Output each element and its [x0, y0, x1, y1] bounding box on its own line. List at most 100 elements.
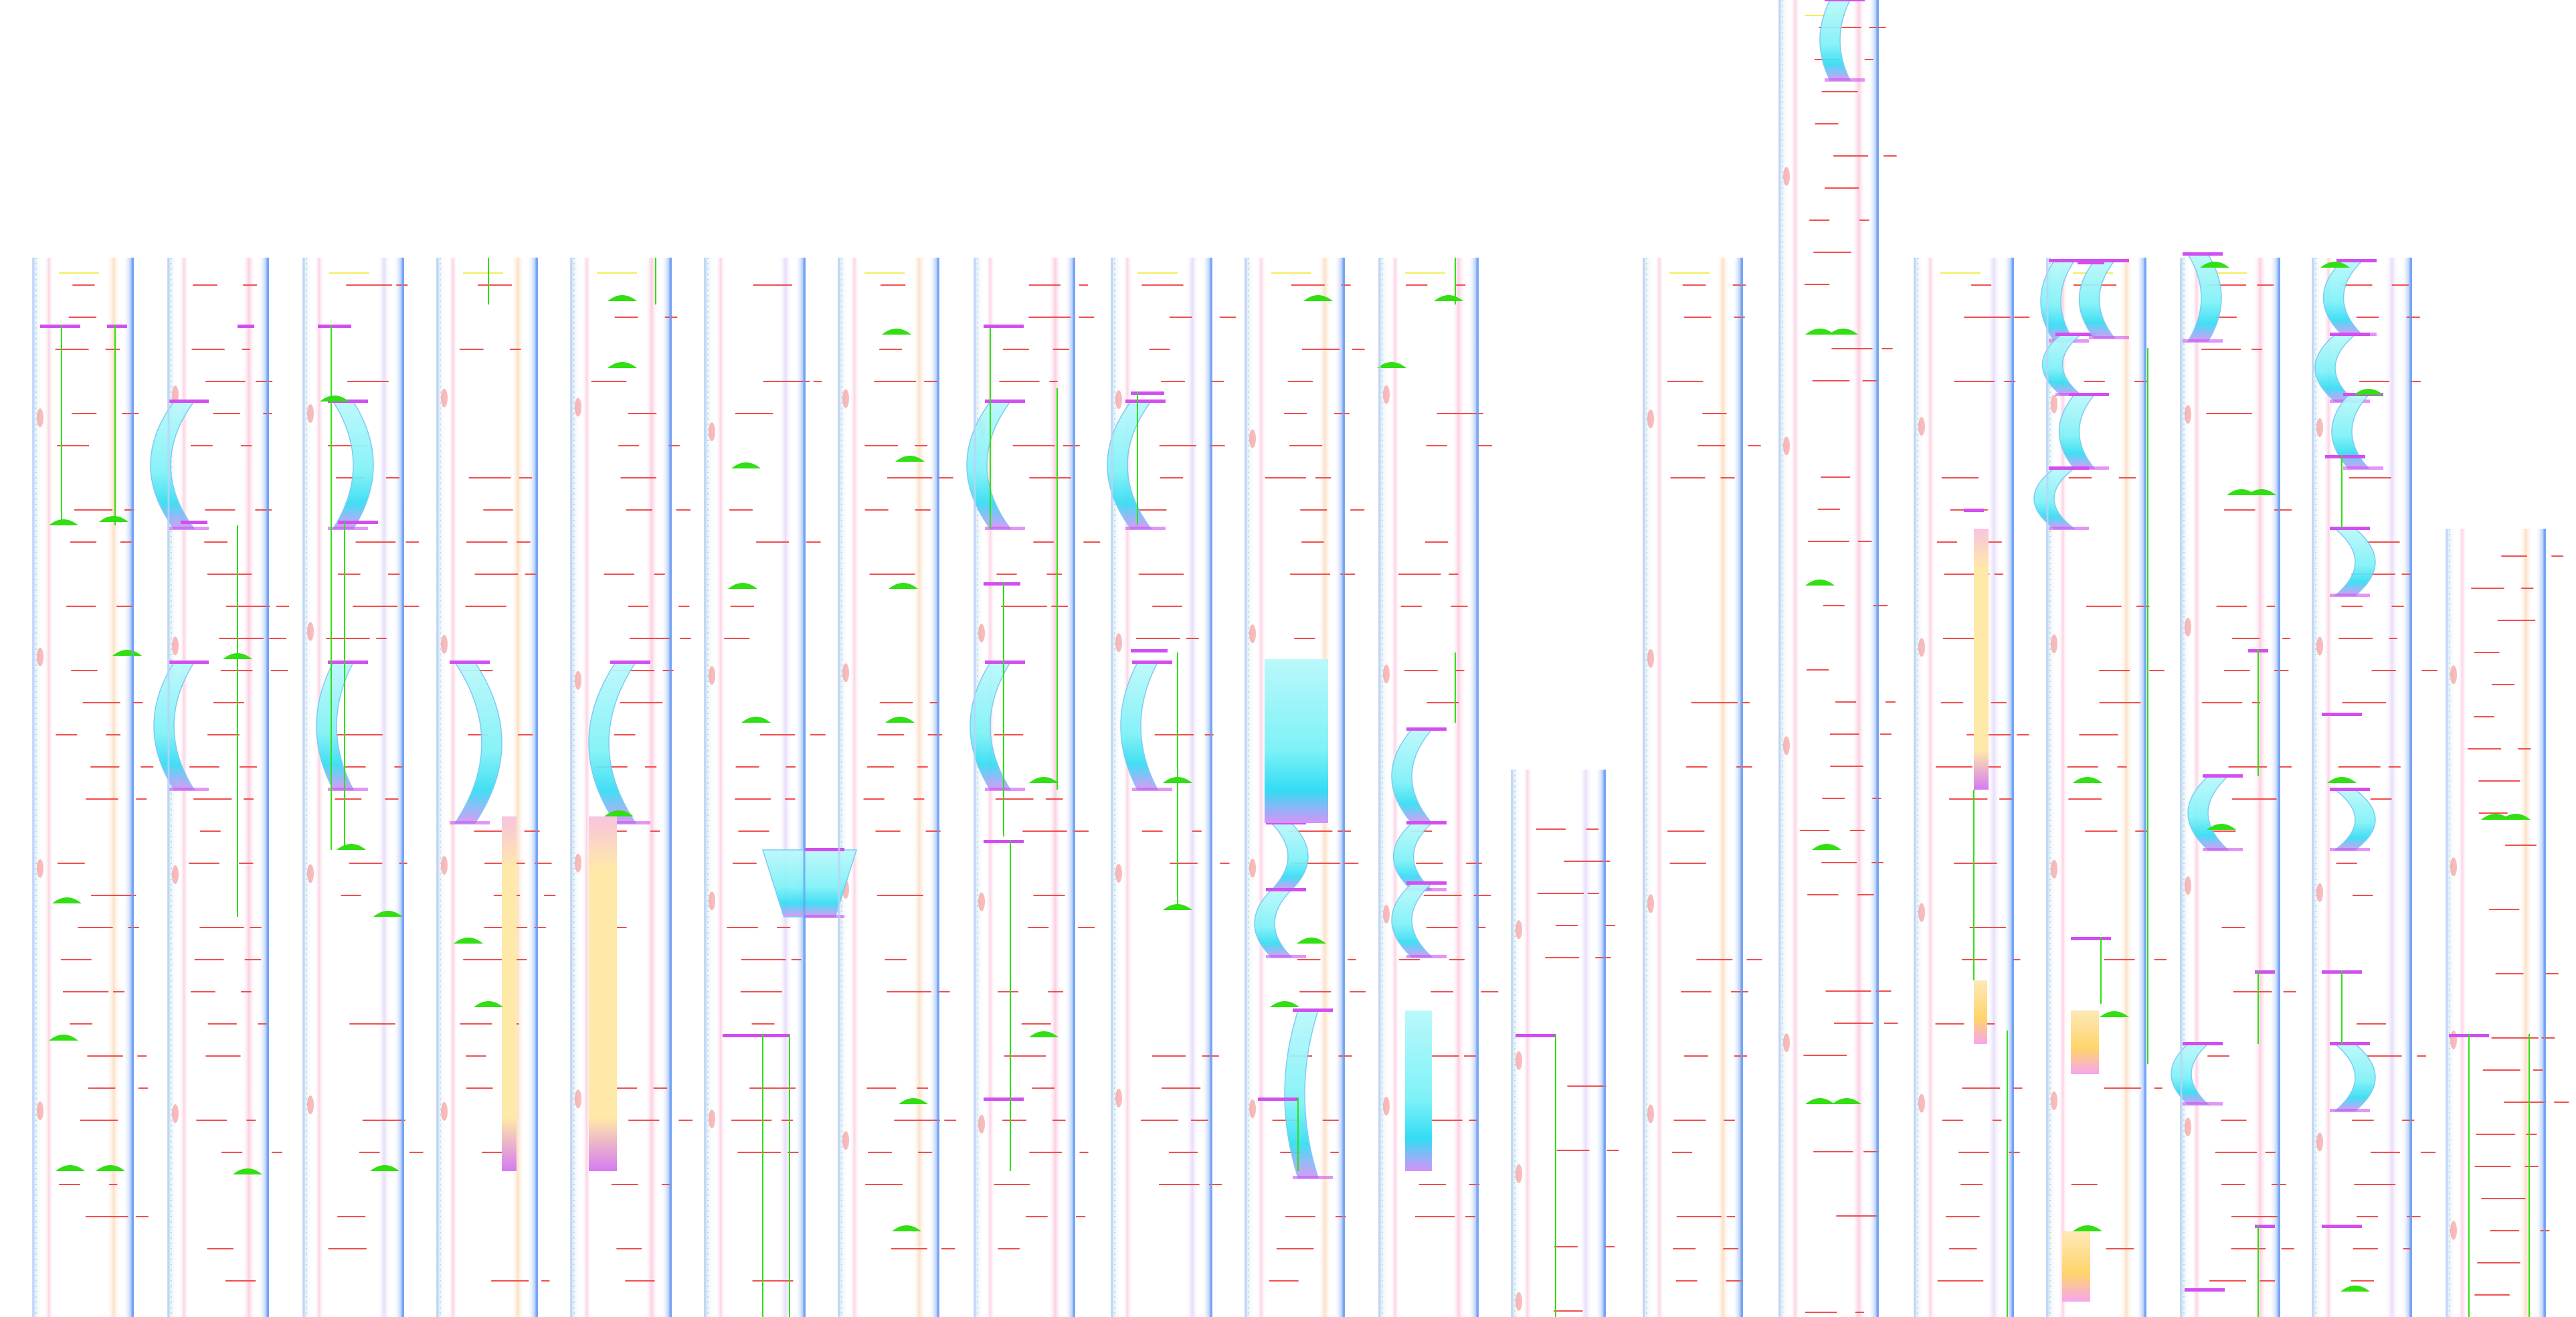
feature-label-mark [2067, 766, 2098, 768]
feature-label-mark [1344, 863, 1359, 864]
header-mark [59, 272, 99, 274]
feature-label-mark [207, 574, 252, 575]
edge-blob [2450, 1030, 2457, 1049]
peak-marker [112, 650, 142, 656]
feature-marker [2078, 261, 2104, 264]
feature-label-mark [1734, 317, 1745, 318]
feature-label-mark [917, 1087, 929, 1089]
feature-label-mark [727, 927, 758, 928]
peak-marker [1163, 777, 1192, 783]
peak-marker [1434, 295, 1463, 301]
edge-blob [2185, 876, 2191, 895]
feature-label-mark [1684, 1055, 1708, 1057]
feature-label-mark [611, 1184, 638, 1185]
feature-label-mark [1946, 1216, 1980, 1217]
lane-7 [838, 258, 957, 1317]
feature-label-mark [353, 606, 398, 607]
feature-label-mark [106, 734, 120, 735]
feature-label-mark [1076, 1216, 1086, 1217]
peak-marker [1029, 1031, 1059, 1037]
feature-marker [2255, 1225, 2275, 1228]
feature-label-mark [1350, 509, 1365, 511]
feature-label-mark [2266, 606, 2276, 607]
peak-marker [604, 810, 634, 816]
arc-top-bar [985, 400, 1025, 403]
edge-blob [1249, 624, 1256, 644]
feature-label-mark [2349, 477, 2391, 478]
edge-blob [1249, 429, 1256, 448]
feature-label-mark [1168, 1152, 1198, 1153]
edge-blob [441, 1102, 448, 1121]
lane-right-edge [1334, 258, 1345, 1317]
feature-label-mark [1954, 381, 1995, 382]
peak-marker [49, 519, 78, 525]
feature-label-mark [2221, 927, 2245, 928]
feature-label-mark [810, 734, 826, 735]
lane-inner-band [1852, 0, 1865, 1317]
feature-label-mark [869, 574, 915, 575]
feature-label-mark [327, 445, 367, 446]
feature-label-mark [74, 509, 112, 511]
feature-label-mark [91, 895, 136, 896]
feature-label-mark [678, 606, 690, 607]
feature-label-mark [2336, 863, 2357, 864]
feature-label-mark [2228, 766, 2267, 768]
feature-label-mark [1427, 702, 1459, 703]
feature-label-mark [90, 766, 120, 768]
feature-label-mark [205, 1055, 241, 1057]
arc-bottom-bar [450, 821, 490, 824]
edge-blob [575, 853, 581, 873]
feature-label-mark [1813, 1151, 1853, 1152]
lane-left-edge [1778, 0, 1789, 1317]
feature-label-mark [753, 284, 792, 286]
feature-label-mark [243, 284, 257, 286]
feature-label-mark [1340, 574, 1356, 575]
feature-label-mark [1817, 509, 1841, 510]
feature-label-mark [2079, 734, 2118, 735]
feature-label-mark [2491, 1037, 2539, 1039]
peak-marker [474, 1001, 503, 1007]
feature-label-mark [1726, 1280, 1744, 1282]
feature-bar [1265, 659, 1328, 823]
feature-label-mark [226, 606, 270, 607]
arc-bottom-bar [610, 821, 650, 824]
feature-label-mark [653, 1087, 668, 1089]
feature-label-mark [929, 702, 939, 703]
lane-left-edge [570, 258, 581, 1317]
synteny-arc [2171, 1043, 2209, 1105]
feature-label-mark [724, 638, 750, 639]
lane-right-edge [2270, 258, 2280, 1317]
feature-label-mark [1464, 1055, 1476, 1057]
feature-label-mark [1051, 606, 1069, 607]
feature-label-mark [996, 574, 1017, 575]
feature-label-mark [376, 638, 387, 639]
feature-label-mark [1799, 830, 1830, 831]
edge-blob [978, 892, 985, 911]
lane-inner-band [645, 258, 658, 1317]
edge-blob [1115, 633, 1122, 652]
feature-label-mark [1350, 991, 1366, 992]
feature-label-mark [2206, 413, 2252, 414]
feature-label-mark [2251, 349, 2262, 350]
feature-label-mark [116, 606, 134, 607]
feature-label-mark [241, 991, 252, 992]
arc-top-bar [1406, 727, 1447, 731]
feature-label-mark [1426, 445, 1447, 446]
feature-label-mark [1691, 702, 1738, 703]
feature-label-mark [85, 1216, 128, 1217]
feature-label-mark [1986, 766, 2001, 768]
feature-label-mark [2370, 798, 2392, 800]
feature-label-mark [2282, 638, 2290, 639]
feature-label-mark [741, 959, 786, 960]
feature-label-mark [341, 895, 361, 896]
feature-label-mark [603, 1087, 638, 1089]
feature-label-mark [1681, 991, 1712, 992]
feature-label-mark [71, 670, 98, 671]
arc-top-bar [1406, 821, 1447, 824]
feature-label-mark [1437, 413, 1483, 414]
feature-label-mark [519, 477, 532, 478]
feature-label-mark [138, 1087, 148, 1089]
feature-label-mark [2207, 1055, 2229, 1057]
feature-label-mark [359, 1152, 380, 1153]
